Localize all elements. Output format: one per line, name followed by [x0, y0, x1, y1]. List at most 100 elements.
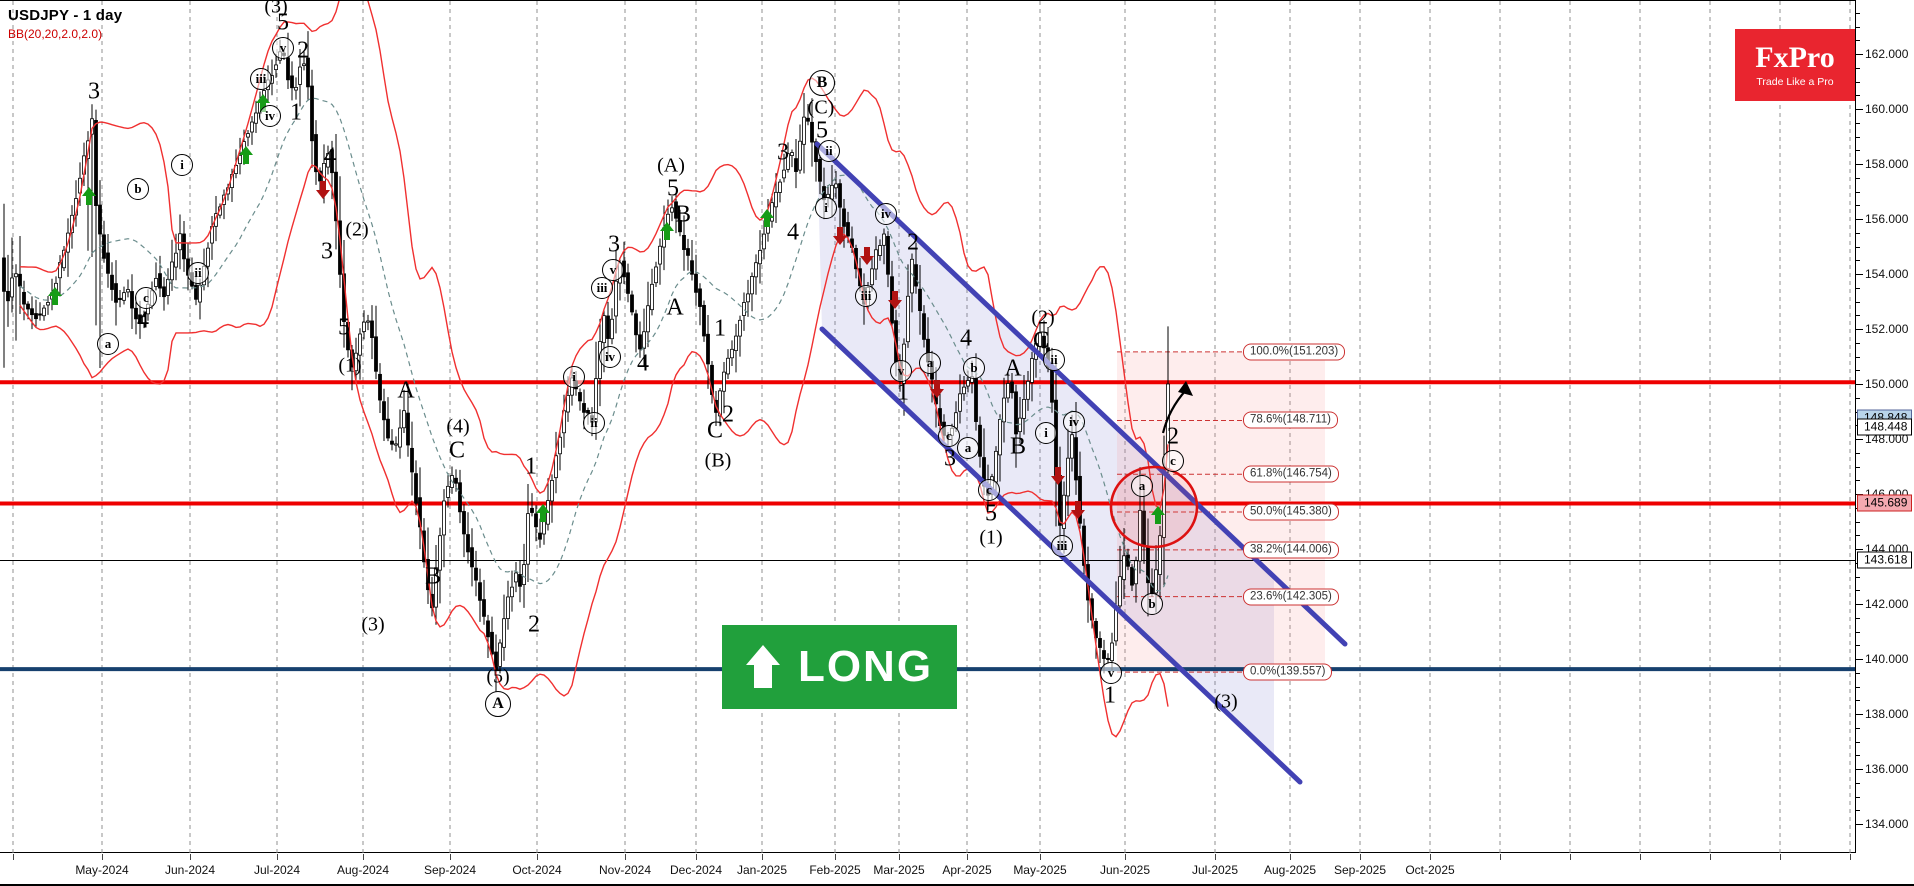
price-tick — [1856, 659, 1863, 660]
wave-label: iii — [1051, 535, 1073, 557]
wave-label: ii — [818, 140, 840, 162]
price-chart-plot-area[interactable]: USDJPY - 1 day BB(20,20,2.0,2.0) 3 4 (3) 5 2… — [0, 0, 1855, 854]
month-tick — [1500, 854, 1501, 860]
price-tick — [1856, 727, 1860, 729]
price-tick — [1856, 439, 1863, 440]
wave-label: B — [674, 201, 692, 228]
price-axis[interactable]: 162.000 160.000 158.000 156.000 154.000 152.0… — [1855, 0, 1914, 853]
price-tick — [1856, 714, 1863, 715]
price-tick — [1856, 81, 1860, 83]
month-label: Dec-2024 — [669, 863, 723, 877]
price-tick — [1856, 356, 1860, 358]
wave-label: iv — [599, 346, 621, 368]
month-tick — [1290, 854, 1291, 860]
wave-label: A — [397, 377, 415, 404]
wave-label: A — [1004, 355, 1022, 382]
wave-label: a — [1131, 475, 1153, 497]
candlestick-chart-canvas[interactable] — [0, 1, 1855, 854]
price-tick — [1856, 260, 1860, 262]
wave-label: ii — [187, 262, 209, 284]
price-tick — [1856, 109, 1863, 110]
wave-label: (2) — [1031, 306, 1055, 329]
month-label: Oct-2025 — [1405, 863, 1455, 877]
price-tick — [1856, 769, 1863, 770]
price-tick — [1856, 604, 1863, 605]
time-axis[interactable]: May-2024 Jun-2024 Jul-2024 Aug-2024 Sep-2024… — [0, 854, 1914, 886]
price-tick — [1856, 521, 1860, 523]
price-tick — [1856, 686, 1860, 688]
up-arrow-icon — [745, 645, 780, 689]
month-tick — [537, 854, 538, 860]
wave-label: 3 — [944, 445, 956, 472]
wave-label: (1) — [338, 354, 362, 377]
price-tick — [1856, 287, 1860, 289]
price-tick — [1856, 232, 1860, 234]
price-tick — [1856, 122, 1860, 124]
wave-label: 1 — [525, 453, 537, 480]
price-tick — [1856, 54, 1863, 55]
price-tick — [1856, 741, 1860, 743]
month-label: Aug-2025 — [1263, 863, 1317, 877]
price-tick-label: 142.000 — [1865, 597, 1909, 611]
long-signal-banner: LONG — [722, 625, 957, 709]
wave-label: 5 — [667, 175, 679, 202]
price-tick — [1856, 700, 1860, 702]
month-label: Jul-2024 — [253, 863, 301, 877]
wave-label: 4 — [960, 325, 972, 352]
month-tick — [1710, 854, 1711, 860]
price-tick — [1856, 191, 1860, 193]
wave-label: iv — [875, 203, 897, 225]
price-tick — [1856, 810, 1860, 812]
month-tick — [1570, 854, 1571, 860]
wave-label: iv — [259, 105, 281, 127]
wave-label: 1 — [290, 99, 302, 126]
wave-label: 3 — [777, 139, 789, 166]
month-label: Nov-2024 — [598, 863, 652, 877]
month-label: May-2024 — [75, 863, 129, 877]
wave-label: 4 — [787, 219, 799, 246]
price-tick-label: 148.000 — [1865, 432, 1909, 446]
price-tick — [1856, 150, 1860, 152]
fxpro-logo-tagline: Trade Like a Pro — [1756, 75, 1834, 88]
month-label: Apr-2025 — [942, 863, 992, 877]
wave-label: b — [963, 357, 985, 379]
price-tick — [1856, 755, 1860, 757]
price-tick-label: 160.000 — [1865, 102, 1909, 116]
wave-label: 3 — [321, 238, 333, 265]
price-tick — [1856, 370, 1860, 372]
wave-label: 4 — [137, 307, 149, 334]
wave-label: v — [272, 37, 294, 59]
price-tick — [1856, 645, 1860, 647]
price-tick-label: 156.000 — [1865, 212, 1909, 226]
month-tick — [967, 854, 968, 860]
wave-label: b — [127, 178, 149, 200]
wave-label: (A) — [657, 154, 685, 177]
wave-label: (3) — [1214, 690, 1238, 713]
wave-label: 3 — [608, 231, 620, 258]
price-tick — [1856, 824, 1863, 825]
fibonacci-level-label: 38.2%(144.006) — [1243, 541, 1339, 559]
wave-label: c — [938, 425, 960, 447]
wave-label: i — [815, 197, 837, 219]
wave-label: i — [1035, 422, 1057, 444]
wave-label: 5 — [816, 117, 828, 144]
wave-label: C — [1032, 327, 1050, 354]
price-tick — [1856, 95, 1860, 97]
wave-label: 2 — [528, 611, 540, 638]
wave-label: 4 — [324, 143, 336, 170]
price-marker: 145.689 — [1857, 494, 1913, 512]
month-tick — [696, 854, 697, 860]
wave-label: C — [706, 417, 724, 444]
wave-label: 1 — [897, 379, 909, 406]
wave-label: 2 — [907, 229, 919, 256]
wave-label: v — [1100, 662, 1122, 684]
price-tick — [1856, 67, 1860, 69]
month-tick — [13, 854, 14, 860]
price-tick — [1856, 466, 1860, 468]
wave-label: (1) — [979, 526, 1003, 549]
wave-label: 2 — [722, 401, 734, 428]
wave-label: 1 — [714, 315, 726, 342]
fibonacci-level-label: 61.8%(146.754) — [1243, 465, 1339, 483]
price-tick — [1856, 301, 1860, 303]
month-tick — [1040, 854, 1041, 860]
